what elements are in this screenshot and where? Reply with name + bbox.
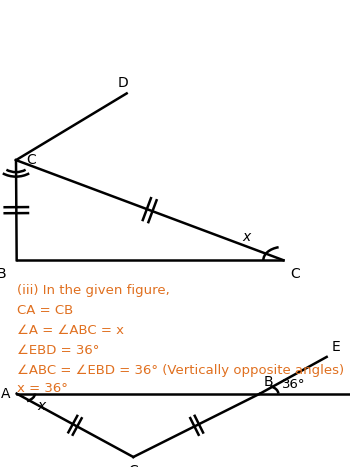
Text: D: D <box>118 76 129 90</box>
Text: 36°: 36° <box>282 378 305 391</box>
Text: C: C <box>26 153 36 167</box>
Text: ∠A = ∠ABC = x: ∠A = ∠ABC = x <box>17 324 124 337</box>
Text: C: C <box>290 267 300 281</box>
Text: E: E <box>332 340 341 354</box>
Text: A: A <box>0 387 10 401</box>
Text: x = 36°: x = 36° <box>17 382 68 395</box>
Text: CA = CB: CA = CB <box>17 304 73 317</box>
Text: ∠EBD = 36°: ∠EBD = 36° <box>17 344 99 357</box>
Text: C: C <box>128 464 138 467</box>
Text: x: x <box>37 399 46 413</box>
Text: (iii) In the given figure,: (iii) In the given figure, <box>17 283 169 297</box>
Text: ∠ABC = ∠EBD = 36° (Vertically opposite angles): ∠ABC = ∠EBD = 36° (Vertically opposite a… <box>17 364 344 376</box>
Text: x: x <box>243 229 251 243</box>
Text: B: B <box>0 267 7 281</box>
Text: B: B <box>263 375 273 389</box>
